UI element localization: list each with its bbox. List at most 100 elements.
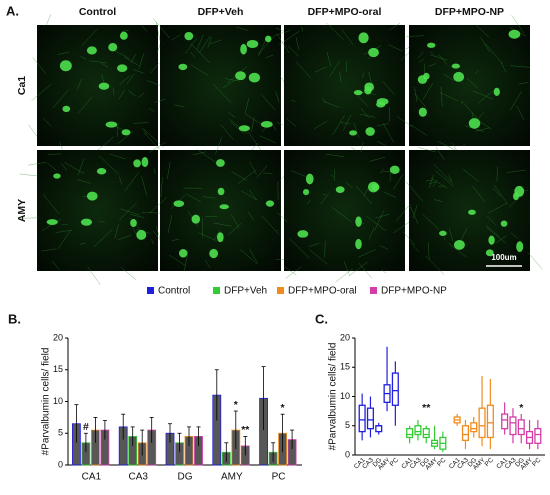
cell bbox=[485, 249, 494, 257]
x-tick-label: CA3 bbox=[128, 472, 148, 483]
fiber bbox=[231, 214, 240, 229]
fiber bbox=[258, 38, 267, 56]
fiber bbox=[45, 14, 52, 26]
fiber bbox=[213, 230, 221, 241]
fiber bbox=[414, 87, 418, 102]
fiber bbox=[369, 156, 386, 162]
fiber bbox=[314, 66, 327, 73]
fiber bbox=[353, 123, 360, 138]
significance-mark: ** bbox=[241, 424, 250, 436]
cell bbox=[141, 156, 149, 168]
cell bbox=[184, 31, 194, 41]
fiber bbox=[496, 166, 498, 182]
fiber bbox=[412, 205, 418, 219]
fiber bbox=[462, 168, 479, 182]
fiber bbox=[438, 185, 445, 187]
x-tick-label: AMY bbox=[221, 472, 243, 483]
cell bbox=[86, 46, 97, 55]
cell bbox=[121, 129, 131, 136]
x-tick-label: PC bbox=[272, 472, 286, 483]
fiber bbox=[209, 39, 222, 45]
fiber bbox=[128, 90, 136, 97]
fiber bbox=[295, 37, 299, 50]
fiber bbox=[124, 56, 139, 66]
cell bbox=[368, 181, 379, 193]
cell bbox=[365, 127, 375, 136]
fiber bbox=[32, 57, 47, 75]
fiber bbox=[93, 229, 113, 248]
fiber bbox=[133, 69, 144, 74]
legend-swatch bbox=[147, 287, 154, 294]
cell bbox=[209, 248, 219, 259]
fiber bbox=[314, 121, 327, 129]
fiber bbox=[88, 60, 107, 64]
fiber bbox=[141, 176, 147, 196]
micrograph bbox=[28, 14, 164, 153]
fiber bbox=[414, 93, 427, 108]
fiber bbox=[286, 118, 297, 127]
y-tick-label: 15 bbox=[53, 364, 63, 374]
fiber bbox=[475, 24, 490, 38]
fiber bbox=[495, 235, 508, 244]
fiber bbox=[244, 97, 250, 114]
fiber bbox=[235, 26, 249, 31]
legend-label: DFP+Veh bbox=[224, 286, 267, 297]
fiber bbox=[130, 214, 145, 218]
significance-mark: * bbox=[519, 402, 524, 414]
cell bbox=[178, 63, 188, 71]
fiber bbox=[199, 35, 211, 54]
fiber bbox=[409, 204, 419, 224]
cell bbox=[512, 192, 519, 201]
image-background bbox=[160, 25, 281, 146]
box bbox=[375, 425, 383, 433]
fiber bbox=[198, 232, 217, 242]
cell bbox=[364, 82, 374, 92]
fiber bbox=[249, 161, 257, 175]
cell bbox=[368, 47, 379, 58]
fiber bbox=[324, 240, 326, 258]
cell bbox=[219, 204, 229, 210]
cell bbox=[191, 214, 201, 224]
cell bbox=[265, 200, 275, 207]
fiber bbox=[196, 34, 204, 50]
fiber bbox=[18, 217, 39, 219]
fiber bbox=[402, 231, 416, 245]
fiber bbox=[343, 114, 352, 131]
fiber bbox=[174, 104, 185, 107]
fiber bbox=[171, 239, 180, 241]
fiber bbox=[335, 268, 354, 283]
fiber bbox=[146, 80, 162, 87]
cell bbox=[468, 118, 481, 129]
fiber bbox=[237, 170, 256, 185]
x-tick-label: DG bbox=[514, 457, 526, 469]
y-axis-label: #Parvalbumin cells/ field bbox=[41, 348, 52, 456]
fiber bbox=[389, 22, 401, 31]
box bbox=[509, 416, 517, 436]
fiber bbox=[351, 147, 356, 151]
fiber bbox=[109, 153, 126, 160]
fiber bbox=[358, 249, 376, 258]
box bbox=[358, 404, 366, 433]
fiber bbox=[224, 78, 240, 82]
fiber bbox=[377, 141, 386, 146]
legend-label: Control bbox=[158, 286, 190, 297]
cell bbox=[133, 159, 141, 168]
y-tick-label: 20 bbox=[53, 332, 63, 342]
fiber bbox=[290, 170, 306, 177]
fiber bbox=[368, 227, 375, 240]
fiber bbox=[486, 227, 506, 244]
fiber bbox=[343, 261, 350, 276]
fiber bbox=[326, 51, 332, 68]
fiber bbox=[382, 123, 394, 143]
fiber bbox=[435, 170, 454, 187]
fiber bbox=[101, 62, 109, 68]
fiber bbox=[47, 162, 57, 171]
fiber bbox=[376, 123, 389, 127]
fiber bbox=[509, 254, 517, 258]
fiber bbox=[360, 142, 364, 153]
fiber bbox=[472, 90, 493, 100]
fiber bbox=[247, 211, 254, 220]
box bbox=[391, 372, 399, 406]
fiber bbox=[215, 136, 223, 155]
